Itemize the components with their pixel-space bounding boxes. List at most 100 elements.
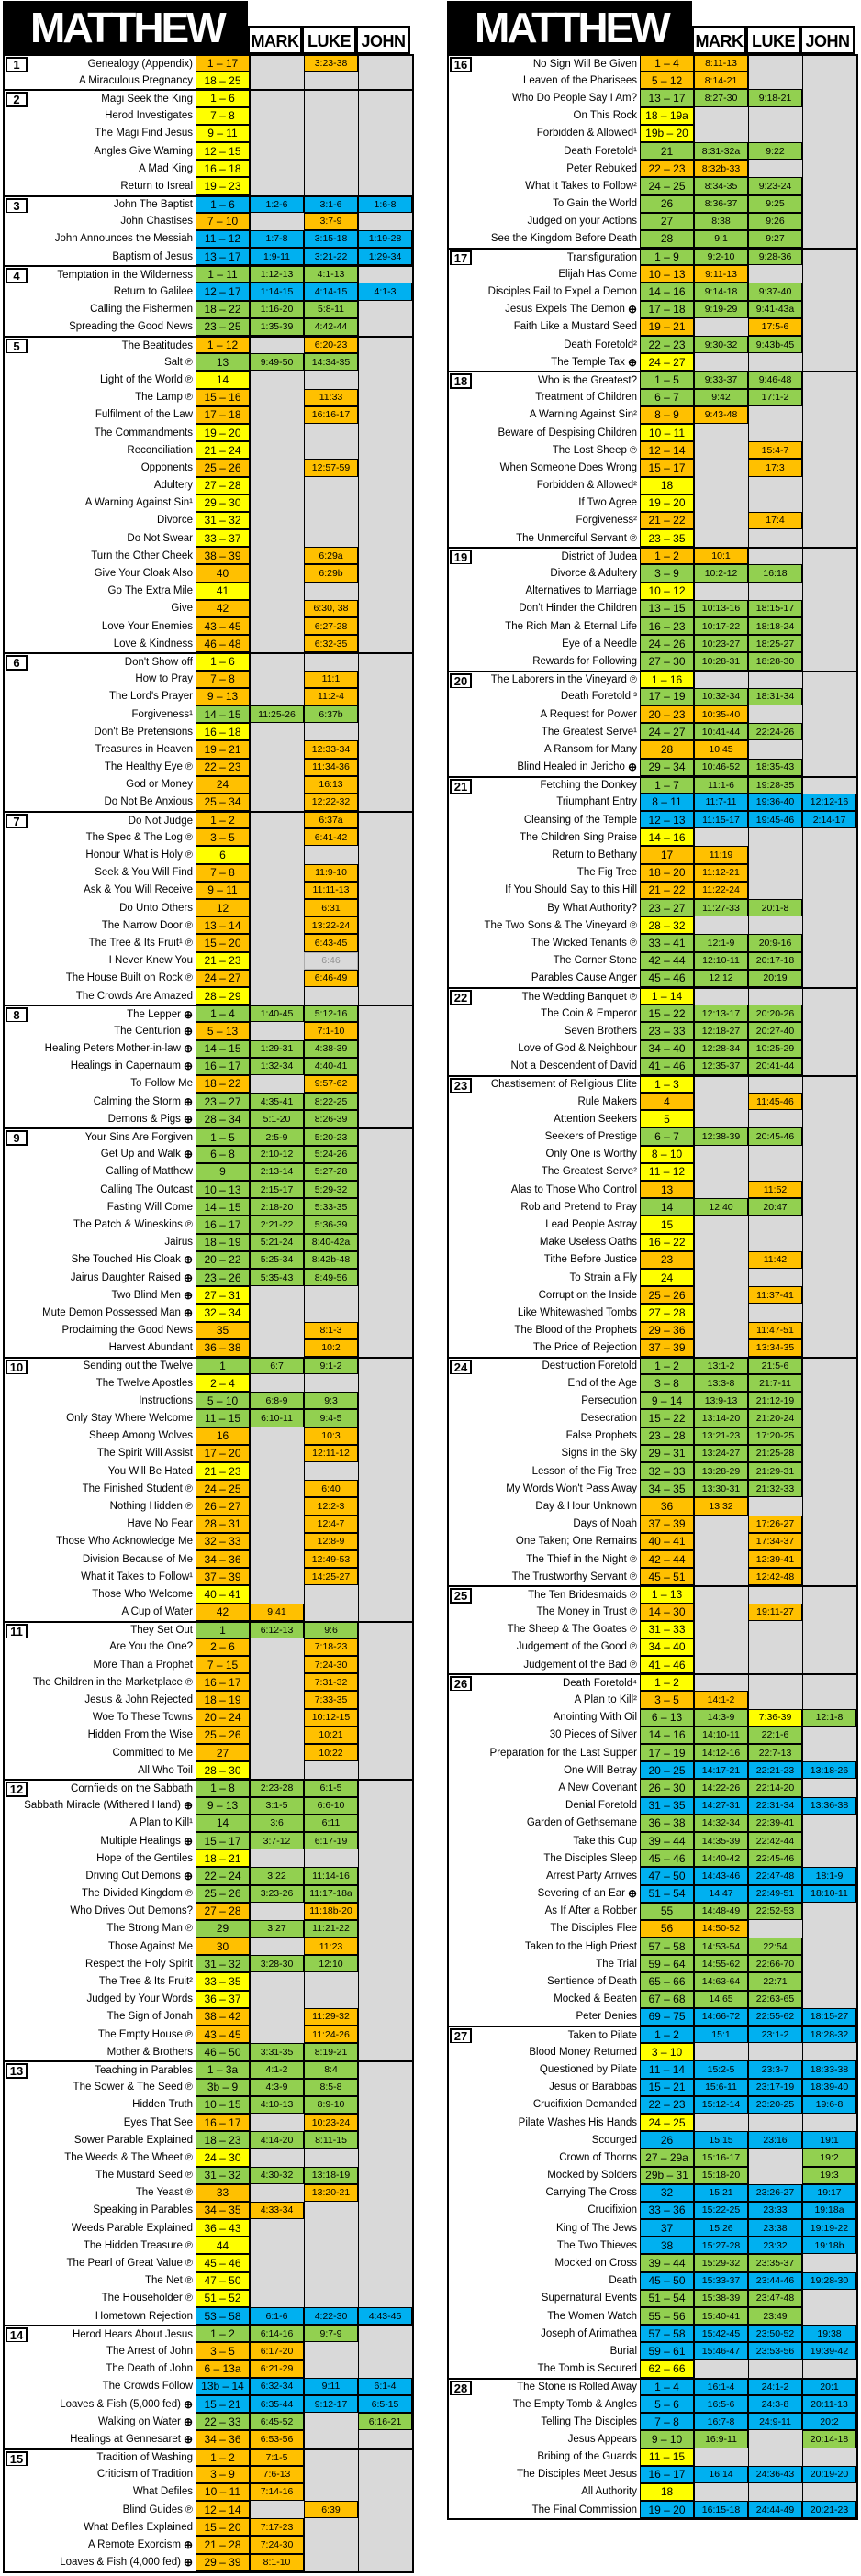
luke-ref-cell: 6:43-45 — [304, 934, 358, 952]
pericope-title: The Crowds Are Amazed — [28, 986, 196, 1005]
luke-ref-cell: 18:28-30 — [748, 652, 802, 671]
mark-ref-cell: 14:32-34 — [694, 1814, 748, 1832]
pericope-title: Do Not Swear — [28, 529, 196, 548]
matthew-verse-cell: 36 – 43 — [196, 2219, 250, 2237]
pericope-title: On This Rock — [473, 106, 640, 125]
pericope-title: Triumphant Entry — [473, 793, 640, 812]
empty-cell — [358, 723, 412, 741]
luke-ref-cell: 16:16-17 — [304, 405, 358, 424]
empty-cell — [304, 2465, 358, 2483]
mark-ref-cell: 7:24-30 — [250, 2536, 304, 2554]
mark-ref-cell: 2:18-20 — [250, 1198, 304, 1216]
empty-cell — [748, 1638, 802, 1657]
luke-ref-cell: 9:37-40 — [748, 283, 802, 301]
empty-cell — [694, 1216, 748, 1234]
luke-ref-cell: 10:23-24 — [304, 2113, 358, 2132]
luke-ref-cell: 17:26-27 — [748, 1515, 802, 1533]
chapter-column — [449, 2237, 473, 2255]
chapter-column: 12 — [5, 1779, 28, 1798]
john-ref-cell: 1:29-34 — [358, 248, 412, 266]
pericope-title: The Unmerciful Servant ℗ — [473, 529, 640, 548]
matthew-verse-cell: 3 – 9 — [196, 2465, 250, 2483]
empty-cell — [358, 1233, 412, 1251]
pericope-title: Give Your Cloak Also — [28, 564, 196, 583]
matthew-verse-cell: 41 – 46 — [640, 1656, 694, 1674]
parable-icon: ℗ — [184, 1923, 193, 1935]
chapter-column — [5, 1110, 28, 1128]
luke-ref-cell: 6:29b — [304, 564, 358, 583]
empty-cell — [250, 1321, 304, 1339]
empty-cell — [358, 1093, 412, 1111]
chapter-column — [449, 72, 473, 90]
matthew-verse-cell: 2 – 4 — [196, 1374, 250, 1393]
empty-cell — [358, 89, 412, 107]
chapter-column — [449, 1603, 473, 1621]
pericope-title: Blind Healed in Jericho ⊕ — [473, 758, 640, 776]
matthew-verse-cell: 28 – 29 — [196, 986, 250, 1005]
luke-ref-cell: 24:1-2 — [748, 2377, 802, 2395]
chapter-column — [449, 1039, 473, 1058]
matthew-verse-cell: 12 – 13 — [640, 811, 694, 829]
table-body: 16 No Sign Will Be Given 1 – 4 8:11-13 Leave… — [447, 54, 858, 2521]
mark-ref-cell: 11:12-21 — [694, 863, 748, 882]
miracle-icon: ⊕ — [183, 1799, 193, 1813]
empty-cell — [358, 2448, 412, 2466]
matthew-verse-cell: 32 – 34 — [196, 1304, 250, 1322]
chapter-column — [5, 1761, 28, 1780]
empty-cell — [802, 1409, 856, 1427]
empty-cell — [358, 1304, 412, 1322]
luke-ref-cell: 8:5-8 — [304, 2078, 358, 2096]
pericope-title: Judgement of the Bad ℗ — [473, 1656, 640, 1674]
empty-cell — [250, 758, 304, 776]
empty-cell — [304, 2553, 358, 2571]
empty-cell — [358, 1409, 412, 1427]
luke-ref-cell: 22:14-20 — [748, 1779, 802, 1797]
mark-ref-cell: 4:30-32 — [250, 2166, 304, 2184]
matthew-verse-cell: 20 – 24 — [196, 1708, 250, 1727]
empty-cell — [748, 2166, 802, 2184]
matthew-verse-cell: 1 – 8 — [196, 1779, 250, 1797]
chapter-column — [449, 1884, 473, 1903]
luke-ref-cell: 9:4-5 — [304, 1409, 358, 1427]
matthew-verse-cell: 25 – 34 — [196, 793, 250, 812]
chapter-column — [5, 1638, 28, 1657]
empty-cell — [694, 582, 748, 600]
chapter-column — [5, 371, 28, 389]
matthew-verse-cell: 37 – 39 — [640, 1338, 694, 1357]
miracle-icon: ⊕ — [183, 2397, 193, 2411]
empty-cell — [748, 881, 802, 899]
mark-ref-cell: 1:40-45 — [250, 1005, 304, 1023]
luke-ref-cell: 20:1-8 — [748, 899, 802, 917]
chapter-column — [5, 1744, 28, 1762]
chapter-column — [449, 1779, 473, 1797]
pericope-title: Cleansing of the Temple — [473, 811, 640, 829]
luke-ref-cell: 19:36-40 — [748, 793, 802, 812]
mark-ref-cell: 10:45 — [694, 740, 748, 759]
chapter-number: 7 — [6, 814, 28, 830]
book-title: MATTHEW — [447, 1, 692, 54]
pericope-title: Like Whitewashed Tombs — [473, 1304, 640, 1322]
luke-ref-cell: 19:28-35 — [748, 775, 802, 794]
chapter-column — [449, 511, 473, 530]
chapter-column — [449, 881, 473, 899]
pericope-title: Peter Denies — [473, 2007, 640, 2026]
matthew-verse-cell: 18 – 22 — [196, 1074, 250, 1094]
pericope-title: Have No Fear — [28, 1515, 196, 1533]
luke-ref-cell: 5:8-11 — [304, 300, 358, 318]
chapter-number: 24 — [450, 1359, 472, 1375]
mark-ref-cell: 16:1-4 — [694, 2377, 748, 2395]
luke-ref-cell: 6:32-35 — [304, 635, 358, 653]
mark-ref-cell: 7:6-13 — [250, 2465, 304, 2483]
chapter-column — [5, 670, 28, 688]
pericope-title: Love & Kindness — [28, 635, 196, 653]
matthew-verse-cell: 19 – 21 — [196, 740, 250, 759]
empty-cell — [802, 863, 856, 882]
empty-cell — [358, 2289, 412, 2307]
luke-ref-cell: 12:8-9 — [304, 1532, 358, 1550]
chapter-number: 27 — [450, 2028, 472, 2044]
miracle-icon: ⊕ — [183, 1253, 193, 1267]
chapter-column — [5, 2465, 28, 2483]
empty-cell — [304, 2430, 358, 2448]
empty-cell — [304, 371, 358, 389]
pericope-title: Lesson of the Fig Tree — [473, 1462, 640, 1481]
